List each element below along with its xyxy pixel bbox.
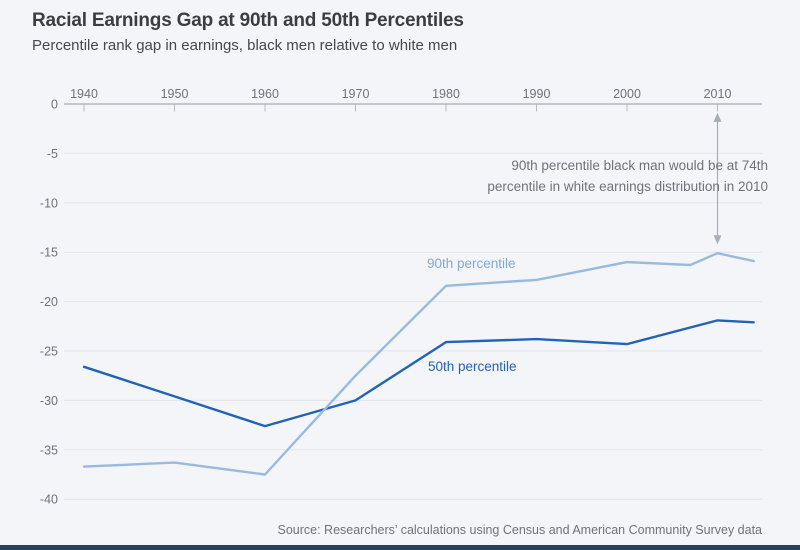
x-tick-label: 1990: [523, 87, 551, 101]
x-tick-label: 2000: [613, 87, 641, 101]
y-tick-label: -35: [40, 443, 58, 457]
series-line-50th-percentile: [82, 319, 755, 428]
y-tick-label: -30: [40, 394, 58, 408]
series-label-90th-percentile: 90th percentile: [427, 256, 516, 271]
chart-annotation: 90th percentile black man would be at 74…: [428, 155, 768, 197]
y-tick-label: -40: [40, 493, 58, 507]
series-label-50th-percentile: 50th percentile: [428, 359, 517, 374]
x-tick-label: 1980: [432, 87, 460, 101]
footer-bar: [0, 545, 800, 550]
annotation-line-1: 90th percentile black man would be at 74…: [511, 158, 768, 173]
x-tick-label: 1960: [251, 87, 279, 101]
x-tick-label: 1970: [342, 87, 370, 101]
source-note: Source: Researchers’ calculations using …: [277, 523, 763, 537]
annotation-arrow-head-down: [713, 235, 722, 245]
chart-title: Racial Earnings Gap at 90th and 50th Per…: [32, 10, 464, 31]
chart-subtitle: Percentile rank gap in earnings, black m…: [32, 36, 458, 54]
annotation-line-2: percentile in white earnings distributio…: [487, 179, 768, 194]
x-tick-label: 1950: [161, 87, 189, 101]
x-tick-label: 2010: [704, 87, 732, 101]
y-tick-label: -20: [40, 295, 58, 309]
y-tick-label: -25: [40, 345, 58, 359]
series-line-90th-percentile: [82, 251, 755, 476]
x-tick-label: 1940: [70, 87, 98, 101]
y-tick-label: -15: [40, 246, 58, 260]
chart-header: Racial Earnings Gap at 90th and 50th Per…: [32, 10, 464, 54]
y-tick-label: 0: [51, 98, 58, 112]
annotation-arrow-head-up: [713, 112, 722, 122]
y-tick-label: -5: [47, 147, 58, 161]
y-tick-label: -10: [40, 196, 58, 210]
